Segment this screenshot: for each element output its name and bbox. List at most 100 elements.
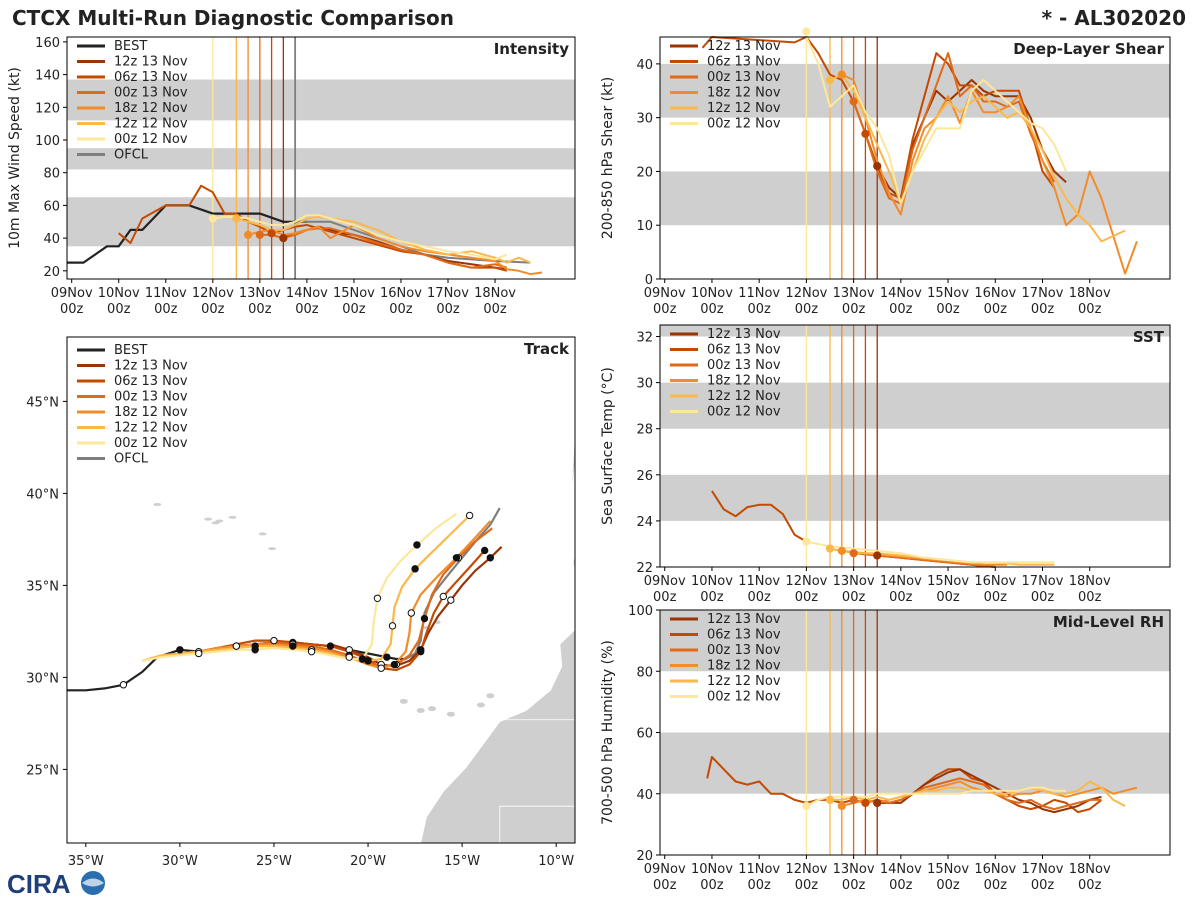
- sst-band: [660, 382, 1170, 429]
- sst-xtick-label: 10Nov: [691, 574, 733, 589]
- sst-xtick-label: 13Nov: [833, 574, 875, 589]
- track-panel: 35°W 30°W 25°W 20°W 15°W 10°W 25°N 30°N 35°N 40°N…: [26, 336, 576, 869]
- rh-xtick-label: 15Nov: [927, 862, 969, 877]
- track-legend-label: 06z 13 Nov: [114, 374, 188, 389]
- shear-xtick-label: 14Nov: [880, 286, 922, 301]
- intensity-ytick-label: 60: [43, 199, 60, 214]
- track-frame: [66, 336, 576, 844]
- track-position-marker: [119, 681, 128, 689]
- track-xtick-label: 35°W: [68, 854, 104, 869]
- intensity-init-marker: [232, 214, 241, 223]
- track-position-marker: [480, 546, 489, 555]
- track-legend-label: BEST: [114, 343, 147, 358]
- intensity-band: [67, 148, 575, 170]
- intensity-xtick-label: 00z: [342, 302, 366, 317]
- intensity-legend-label: OFCL: [114, 148, 149, 163]
- shear-legend-label: 12z 13 Nov: [707, 39, 781, 54]
- cira-logo-text: CIRA: [7, 869, 71, 898]
- intensity-legend-label: BEST: [114, 39, 147, 54]
- shear-init-marker: [802, 27, 811, 36]
- track-position-marker: [358, 655, 367, 663]
- rh-legend-label: 12z 12 Nov: [707, 674, 781, 689]
- shear-xtick-label: 00z: [700, 302, 724, 317]
- track-xtick-label: 25°W: [256, 854, 292, 869]
- intensity-xtick-label: 00z: [60, 302, 84, 317]
- canary-island: [476, 702, 485, 708]
- rh-xtick-label: 12Nov: [785, 862, 827, 877]
- rh-xtick-label: 00z: [795, 878, 819, 893]
- rh-legend-label: 06z 13 Nov: [707, 628, 781, 643]
- shear-series-line: [841, 73, 1138, 275]
- rh-ytick-label: 80: [636, 665, 653, 680]
- track-position-marker: [326, 642, 335, 650]
- intensity-init-marker: [208, 214, 217, 223]
- shear-ytick-label: 0: [645, 273, 653, 288]
- track-position-marker: [439, 592, 447, 601]
- cira-logo: CIRA: [7, 869, 105, 898]
- sst-xtick-label: 17Nov: [1022, 574, 1064, 589]
- sst-init-marker: [849, 549, 858, 558]
- track-legend-label: 12z 13 Nov: [114, 359, 188, 374]
- intensity-legend-label: 00z 13 Nov: [114, 86, 188, 101]
- shear-xtick-label: 00z: [842, 302, 866, 317]
- intensity-band: [67, 79, 575, 121]
- rh-legend-label: 00z 12 Nov: [707, 690, 781, 705]
- rh-xtick-label: 09Nov: [644, 862, 686, 877]
- track-legend-label: 18z 12 Nov: [114, 405, 188, 420]
- sst-xtick-label: 00z: [984, 590, 1008, 605]
- shear-xtick-label: 00z: [795, 302, 819, 317]
- intensity-init-marker: [243, 230, 253, 239]
- sst-init-marker: [802, 537, 811, 546]
- sst-xtick-label: 12Nov: [785, 574, 827, 589]
- shear-init-marker: [861, 129, 870, 138]
- track-title: Track: [524, 340, 570, 358]
- sst-ytick-label: 24: [636, 515, 653, 530]
- track-ytick-label: 45°N: [26, 395, 59, 410]
- shear-ylabel: 200-850 hPa Shear (kt): [600, 77, 616, 239]
- sst-panel: 22242628303209Nov00z10Nov00z11Nov00z12No…: [600, 324, 1171, 605]
- sst-ylabel: Sea Surface Temp (°C): [600, 367, 616, 525]
- rh-xtick-label: 14Nov: [880, 862, 922, 877]
- shear-xtick-label: 13Nov: [833, 286, 875, 301]
- shear-xtick-label: 12Nov: [785, 286, 827, 301]
- intensity-panel: 2040608010012014016009Nov00z10Nov00z11No…: [7, 36, 576, 317]
- shear-init-marker: [825, 75, 835, 85]
- sst-xtick-label: 15Nov: [927, 574, 969, 589]
- track-position-marker: [373, 594, 382, 602]
- sst-xtick-label: 00z: [653, 590, 677, 605]
- shear-ytick-label: 30: [636, 112, 653, 127]
- azores-island: [258, 532, 267, 536]
- sst-frame: [659, 324, 1171, 568]
- rh-ytick-label: 40: [636, 788, 653, 803]
- intensity-ytick-label: 20: [43, 265, 60, 280]
- shear-xtick-label: 18Nov: [1069, 286, 1111, 301]
- intensity-ytick-label: 160: [35, 36, 60, 51]
- shear-xtick-label: 00z: [1031, 302, 1055, 317]
- shear-xtick-label: 00z: [747, 302, 771, 317]
- intensity-xtick-label: 10Nov: [98, 286, 140, 301]
- rh-xtick-label: 00z: [984, 878, 1008, 893]
- intensity-ytick-label: 100: [35, 134, 60, 149]
- shear-xtick-label: 00z: [936, 302, 960, 317]
- figure-title: CTCX Multi-Run Diagnostic Comparison: [12, 6, 454, 30]
- shear-series-line: [805, 36, 1068, 205]
- sst-init-marker: [873, 551, 882, 560]
- intensity-xtick-label: 00z: [436, 302, 460, 317]
- track-position-marker: [377, 664, 385, 672]
- rh-xtick-label: 00z: [747, 878, 771, 893]
- track-position-marker: [345, 653, 353, 661]
- intensity-series-line: [67, 204, 307, 264]
- sst-ytick-label: 30: [636, 377, 653, 392]
- shear-band: [660, 171, 1170, 226]
- sst-xtick-label: 16Nov: [974, 574, 1016, 589]
- sst-xtick-label: 00z: [700, 590, 724, 605]
- intensity-xtick-label: 12Nov: [192, 286, 234, 301]
- shear-xtick-label: 17Nov: [1022, 286, 1064, 301]
- rh-legend-label: 18z 12 Nov: [707, 659, 781, 674]
- sst-legend-label: 06z 13 Nov: [707, 343, 781, 358]
- rh-init-marker: [837, 801, 846, 811]
- sst-ytick-label: 32: [636, 331, 653, 346]
- rh-init-marker: [873, 798, 882, 808]
- canary-island: [416, 708, 425, 714]
- track-position-marker: [420, 614, 429, 623]
